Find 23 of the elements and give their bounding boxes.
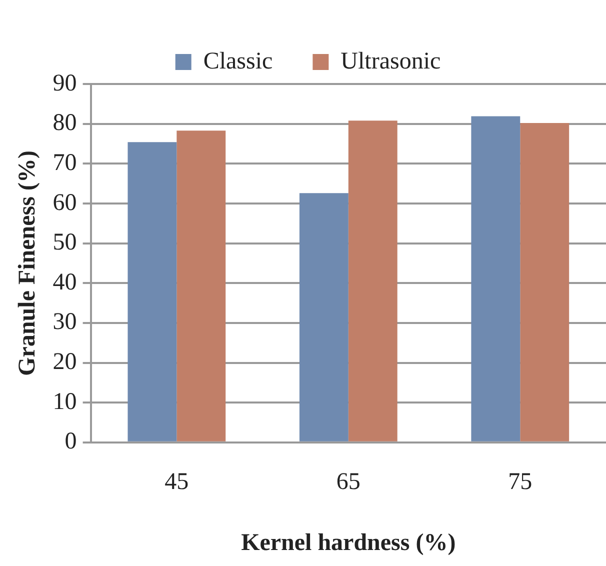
legend-label: Classic [203,48,273,74]
y-tick-label: 90 [52,70,77,96]
bar [299,193,348,442]
y-tick-label: 10 [52,388,77,415]
bar [471,116,520,442]
y-tick-label: 60 [52,190,77,216]
y-tick-label: 80 [52,110,77,136]
y-tick-label: 40 [52,269,77,296]
x-tick-label: 45 [164,469,189,496]
bar [176,130,226,442]
y-tick-label: 20 [52,349,77,376]
bar [520,123,570,442]
legend-label: Ultrasonic [340,48,441,74]
x-tick-label: 65 [336,469,360,496]
bar [128,142,177,442]
y-axis-title: Granule Fineness (%) [14,150,41,376]
y-tick-label: 70 [52,150,77,176]
bar [348,120,398,442]
y-tick-label: 30 [52,309,77,336]
x-axis-title: Kernel hardness (%) [241,530,456,556]
x-tick-label: 75 [508,469,532,496]
y-tick-label: 50 [52,230,77,256]
y-tick-label: 0 [64,428,77,455]
